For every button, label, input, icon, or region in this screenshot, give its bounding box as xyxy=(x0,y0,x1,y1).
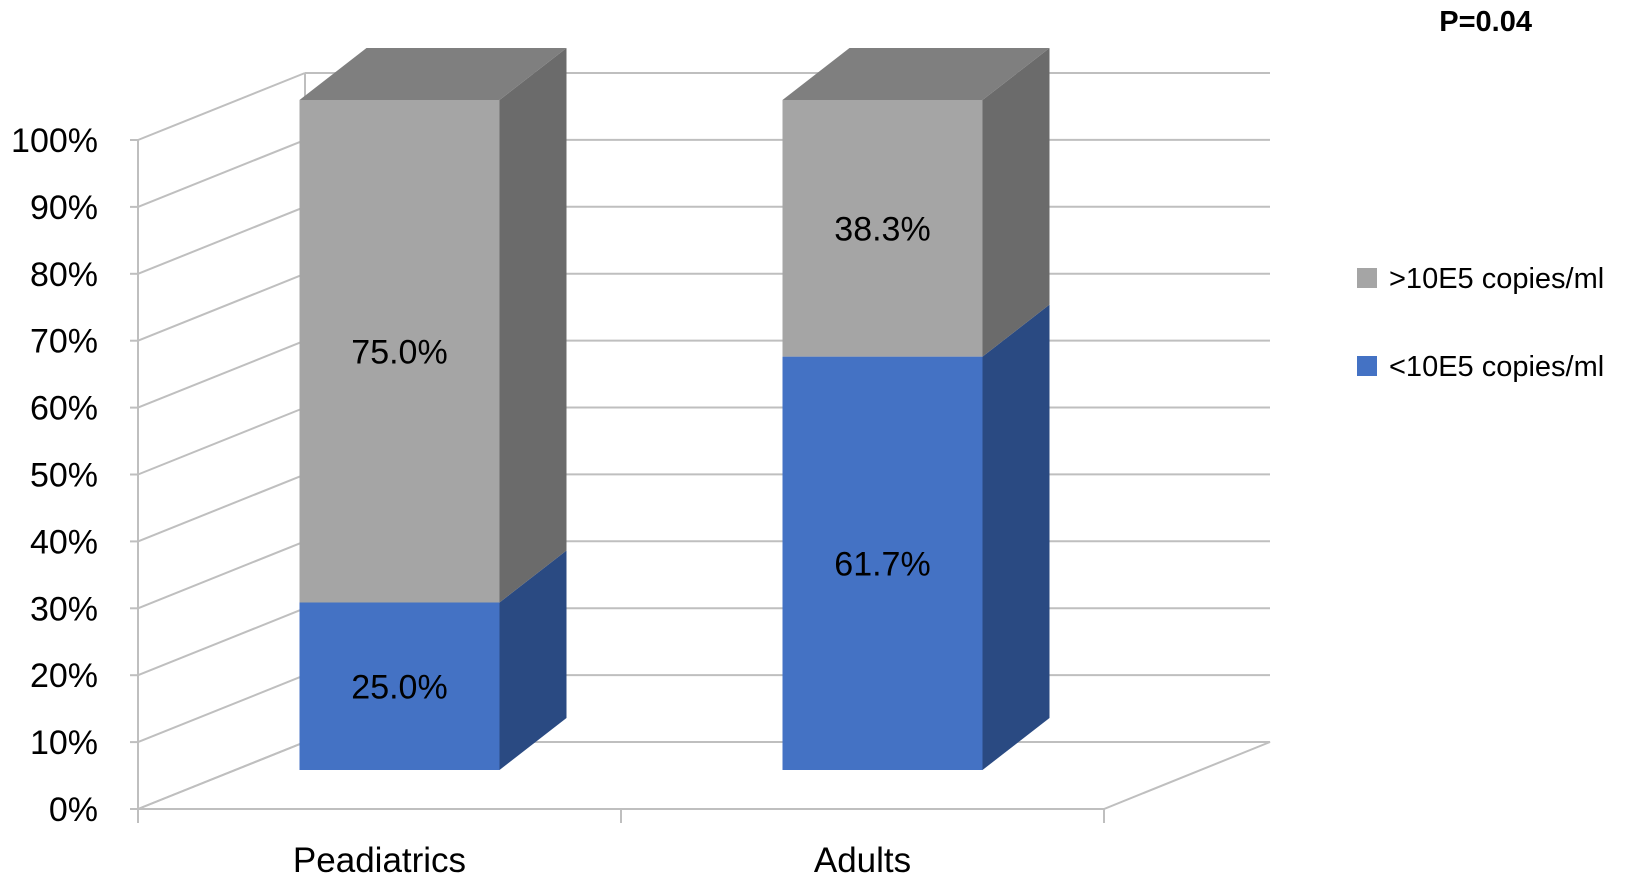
legend-label: <10E5 copies/ml xyxy=(1389,351,1604,383)
side-wall-gridline xyxy=(137,138,306,208)
legend-swatch xyxy=(1357,356,1377,376)
bar-segment xyxy=(782,304,1050,770)
side-wall-gridline xyxy=(137,607,306,677)
side-wall-gridline xyxy=(137,205,306,275)
axes: 0% 10% 20% 30% 40% 50% 60% 70% 80% 90% 100% Peadiat… xyxy=(11,122,1105,880)
bar-data-label: 25.0% xyxy=(351,668,447,706)
side-wall-gridline xyxy=(137,540,306,610)
y-tick-label: 70% xyxy=(30,323,98,361)
y-tick-label: 60% xyxy=(30,390,98,428)
bar-front-face xyxy=(782,356,983,770)
side-wall-gridline xyxy=(137,339,306,409)
bar-side-face xyxy=(499,48,567,603)
bar-segment xyxy=(299,48,567,603)
bar-side-face xyxy=(499,550,567,770)
side-wall-gridline xyxy=(137,473,306,543)
p-value-annotation: P=0.04 xyxy=(1439,6,1532,38)
y-tick-label: 20% xyxy=(30,657,98,695)
legend-entry: >10E5 copies/ml xyxy=(1357,263,1604,295)
bar-front-face xyxy=(299,100,500,603)
data-labels: 25.0% 75.0% 61.7% 38.3% xyxy=(351,210,930,706)
y-tick-label: 100% xyxy=(11,122,98,160)
side-wall-gridline xyxy=(137,674,306,744)
y-tick-label: 10% xyxy=(30,724,98,762)
bar-front-face xyxy=(782,100,983,357)
bar-front-face xyxy=(299,602,500,770)
bar-side-face xyxy=(982,304,1050,770)
bar-segment xyxy=(299,550,567,770)
bar-segment xyxy=(782,48,1050,357)
x-category-label: Peadiatrics xyxy=(293,841,466,880)
y-tick-label: 0% xyxy=(49,791,98,829)
y-tick-label: 40% xyxy=(30,523,98,561)
bar-top-face xyxy=(299,48,567,100)
bar-data-label: 38.3% xyxy=(834,210,930,248)
legend: >10E5 copies/ml <10E5 copies/ml xyxy=(1357,263,1604,383)
side-wall-gridline xyxy=(137,72,306,141)
side-wall-gridline xyxy=(137,406,306,476)
legend-entry: <10E5 copies/ml xyxy=(1357,351,1604,383)
y-tick-label: 80% xyxy=(30,256,98,294)
legend-label: >10E5 copies/ml xyxy=(1389,263,1604,295)
y-tick-label: 50% xyxy=(30,457,98,495)
x-category-label: Adults xyxy=(814,841,911,880)
bar-data-label: 61.7% xyxy=(834,545,930,583)
bar-side-face xyxy=(982,48,1050,357)
floor-plane xyxy=(137,741,1271,810)
bar-data-label: 75.0% xyxy=(351,333,447,371)
bar-top-face xyxy=(782,48,1050,100)
legend-swatch xyxy=(1357,268,1377,288)
y-tick-label: 90% xyxy=(30,189,98,227)
bars xyxy=(299,48,1050,770)
side-wall-gridline xyxy=(137,272,306,342)
y-tick-label: 30% xyxy=(30,590,98,628)
